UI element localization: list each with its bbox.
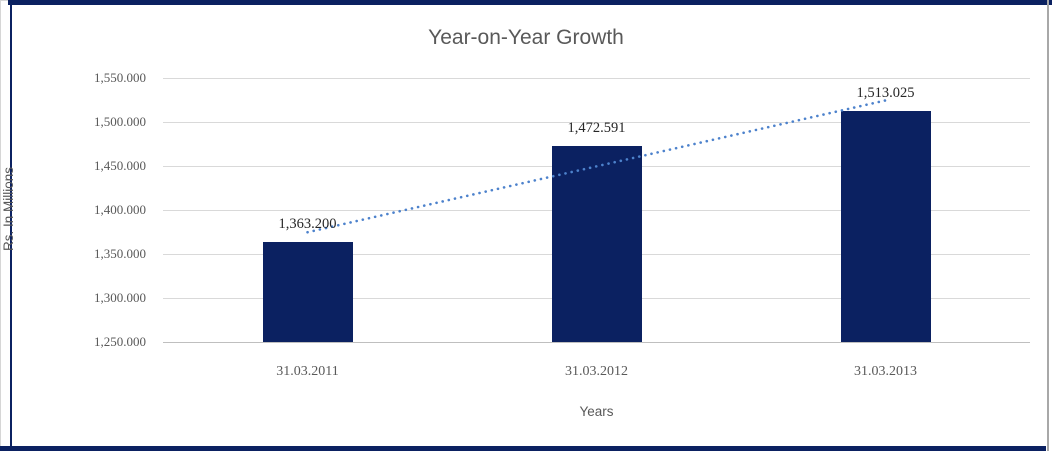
y-tick-label: 1,450.000 <box>94 158 146 173</box>
gridline <box>163 122 1030 123</box>
gridline <box>163 78 1030 79</box>
bar <box>840 110 931 342</box>
bar <box>262 242 353 342</box>
cell-border-right <box>1047 0 1049 451</box>
x-tick-label: 31.03.2011 <box>276 364 339 379</box>
bar <box>551 146 642 342</box>
gridline <box>163 342 1030 343</box>
x-tick-label: 31.03.2013 <box>854 364 917 379</box>
y-tick-label: 1,300.000 <box>94 290 146 305</box>
y-tick-label: 1,400.000 <box>94 202 146 217</box>
cell-border-top <box>8 0 1052 5</box>
outer-left-edge-line <box>0 0 1 451</box>
y-tick-label: 1,550.000 <box>94 70 146 85</box>
bar-value-label: 1,513.025 <box>856 84 915 101</box>
bar-value-label: 1,472.591 <box>567 120 626 137</box>
trendline-path <box>306 99 887 234</box>
x-tick-label: 31.03.2012 <box>565 364 628 379</box>
bar-value-label: 1,363.200 <box>278 216 337 233</box>
cell-border-bottom <box>0 446 1046 451</box>
trendline <box>306 99 887 234</box>
plot-area <box>163 78 1030 343</box>
y-tick-label: 1,350.000 <box>94 246 146 261</box>
cell-border-left <box>10 4 12 447</box>
y-tick-label: 1,250.000 <box>94 334 146 349</box>
x-axis-title: Years <box>579 404 614 419</box>
chart-title: Year-on-Year Growth <box>428 26 624 49</box>
y-tick-label: 1,500.000 <box>94 114 146 129</box>
